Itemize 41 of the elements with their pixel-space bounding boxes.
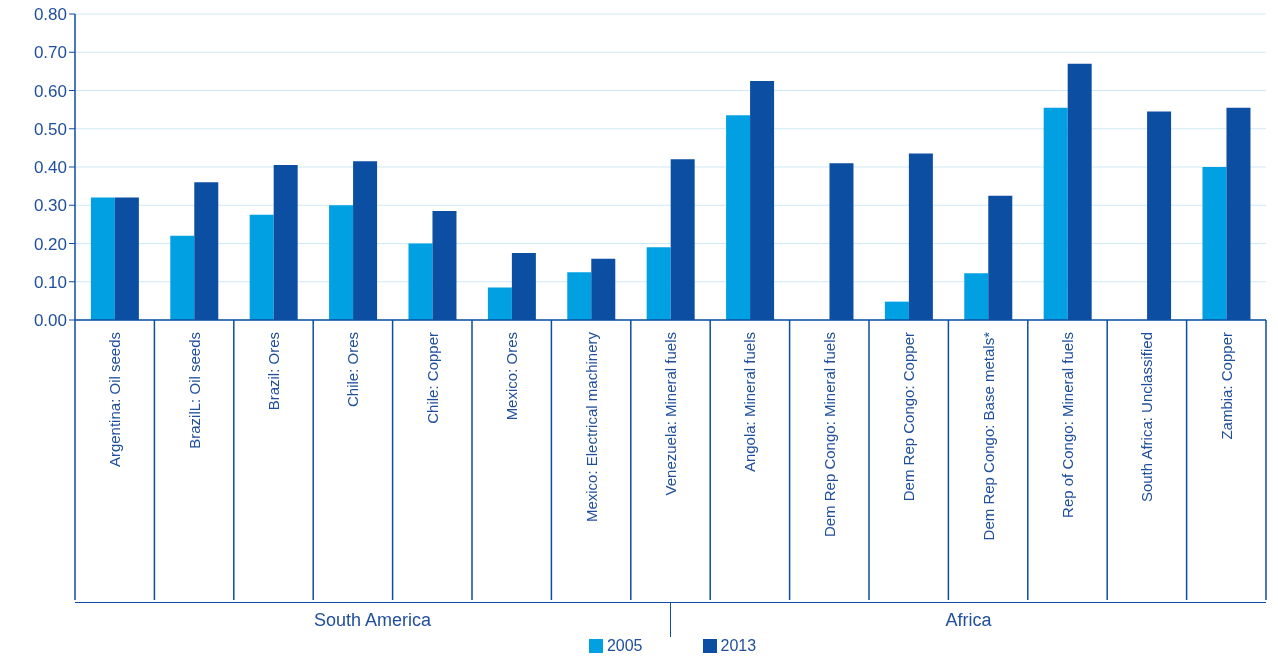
x-tick-label: Zambia: Copper [1217, 332, 1235, 440]
bar [884, 301, 909, 320]
x-tick-label: Argentina: Oil seeds [106, 332, 124, 468]
y-tick-label: 0.70 [33, 43, 67, 63]
x-tick-label: Brazil: Ores [265, 332, 282, 411]
text: Africa [670, 603, 1266, 637]
x-tick-label: BrazilL: Oil seeds [185, 332, 203, 449]
y-tick-label: 0.20 [33, 234, 67, 254]
legend-label: 2013 [719, 637, 757, 655]
x-tick-label: Mexico: Ores [503, 332, 521, 421]
bar [646, 247, 671, 320]
y-tick-label: 0.30 [33, 196, 67, 216]
bar [249, 214, 274, 320]
x-tick-label: South Africa: Unclassified [1138, 332, 1156, 503]
bar [567, 272, 592, 320]
bar [1043, 107, 1068, 320]
y-tick-label: 0.40 [33, 158, 67, 178]
bar [408, 243, 433, 320]
text: South America [312, 608, 433, 632]
bar [1202, 167, 1227, 320]
y-tick-label: 0.50 [33, 119, 67, 139]
x-tick-label: Dem Rep Congo: Mineral fuels [820, 332, 838, 538]
x-tick-label: Chile: Ores [344, 332, 362, 408]
bar [170, 235, 195, 320]
legend-label: 2005 [605, 637, 643, 655]
x-tick-label: Rep of Congo: Mineral fuels [1059, 332, 1076, 518]
x-tick-label: Mexico: Electrical machinery [582, 331, 600, 523]
bar [90, 197, 115, 320]
y-tick-label: 0.80 [33, 5, 67, 25]
bar [726, 115, 751, 320]
x-tick-label: Dem Rep Congo: Base metals* [979, 331, 997, 541]
y-tick-label: 0.00 [33, 311, 67, 331]
y-tick-label: 0.60 [33, 81, 67, 101]
x-tick-label: Venezuela: Mineral fuels [662, 332, 679, 496]
x-tick-label: Chile: Copper [423, 332, 441, 424]
x-tick-label: Angola: Mineral fuels [741, 332, 759, 473]
x-tick-label: Dem Rep Congo: Copper [900, 332, 918, 502]
bar [329, 205, 354, 320]
bar [964, 273, 989, 320]
bar [487, 287, 512, 320]
y-tick-label: 0.10 [33, 272, 67, 292]
